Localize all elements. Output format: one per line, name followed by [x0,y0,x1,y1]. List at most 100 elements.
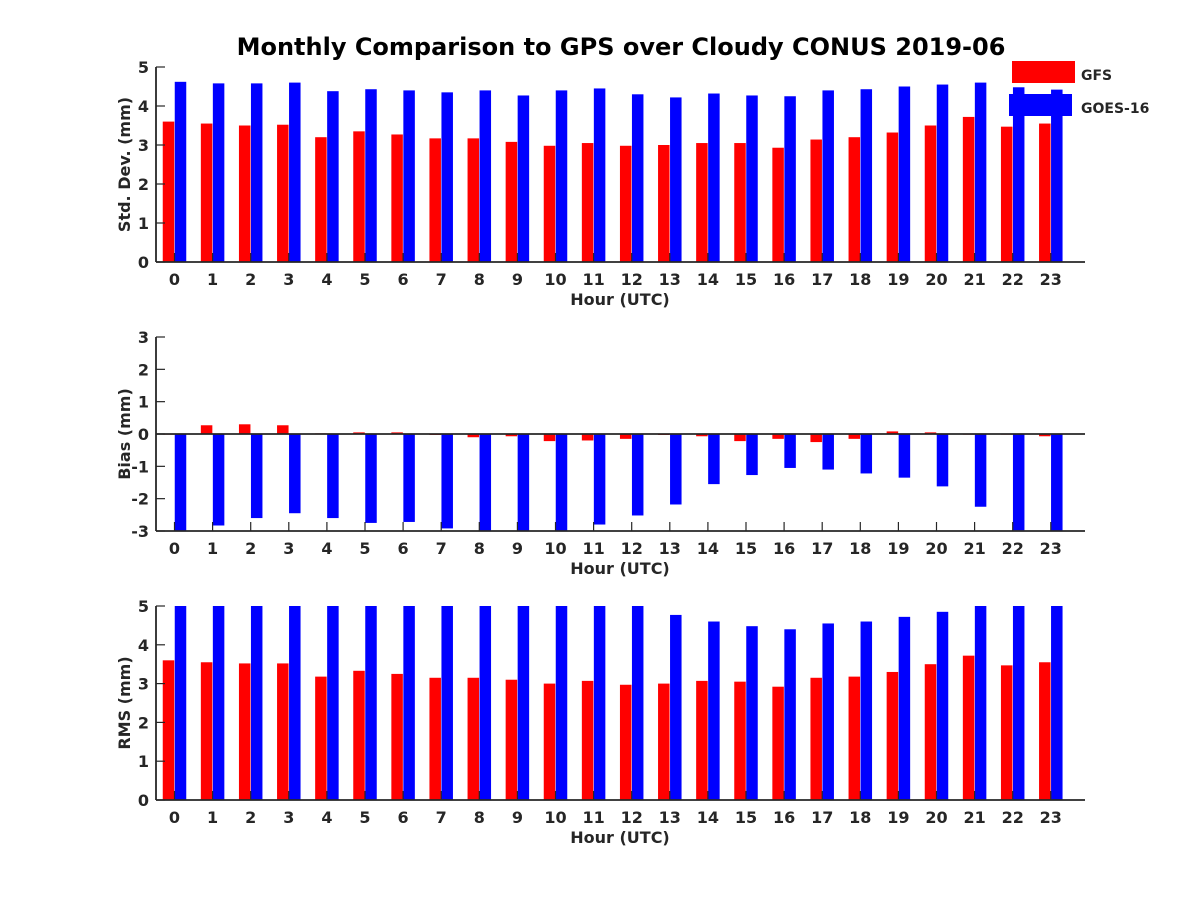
bar-goes-16-10 [555,90,568,263]
bar-goes-16-11 [593,88,606,262]
bar-goes-16-19 [898,434,911,478]
x-tick-label: 21 [963,270,985,289]
x-tick-label: 12 [621,808,643,827]
bar-goes-16-0 [174,434,187,531]
bar-gfs-17 [810,677,822,800]
legend: GFS GOES-16 [1009,61,1149,117]
x-tick-label: 17 [811,270,833,289]
x-tick-label: 1 [207,539,218,558]
bar-goes-16-19 [898,616,911,800]
x-tick-label: 10 [544,270,566,289]
legend-swatch-goes-16 [1009,94,1072,116]
bar-goes-16-8 [479,90,492,263]
bar-goes-16-20 [936,84,949,262]
bar-goes-16-6 [403,606,415,800]
bar-gfs-0 [162,121,175,262]
bar-goes-16-18 [860,621,873,800]
x-tick-label: 17 [811,539,833,558]
bar-gfs-11 [581,680,594,800]
bar-goes-16-21 [974,82,987,262]
y-tick-label: -1 [131,457,149,476]
bar-gfs-9 [505,679,518,800]
bar-gfs-17 [810,434,822,443]
bar-goes-16-12 [631,606,644,800]
x-tick-label: 4 [321,270,332,289]
bar-goes-16-0 [174,606,187,800]
x-tick-label: 16 [773,808,795,827]
bar-goes-16-15 [746,434,758,476]
legend-label: GFS [1081,68,1112,84]
bar-goes-16-2 [250,83,263,262]
bar-gfs-8 [467,434,480,438]
x-tick-label: 11 [582,808,604,827]
x-tick-label: 10 [544,808,566,827]
x-tick-label: 9 [512,808,523,827]
bar-goes-16-2 [250,606,263,800]
x-tick-label: 11 [582,270,604,289]
y-tick-label: 4 [138,97,149,116]
bar-goes-16-17 [822,623,834,800]
bar-gfs-18 [848,676,861,800]
bar-gfs-19 [886,431,899,434]
bar-gfs-20 [924,125,937,262]
y-tick-label: -3 [131,522,149,541]
x-tick-label: 22 [1002,808,1024,827]
bar-gfs-9 [505,434,518,437]
bar-goes-16-14 [708,434,720,485]
bar-gfs-17 [810,139,822,262]
bar-goes-16-14 [708,621,720,800]
x-tick-label: 18 [849,270,871,289]
bar-gfs-14 [696,143,708,262]
bar-goes-16-16 [784,96,796,262]
bar-goes-16-0 [174,81,187,262]
y-tick-label: 2 [138,360,149,379]
x-tick-label: 2 [245,539,256,558]
bar-gfs-1 [200,425,213,434]
bar-goes-16-18 [860,434,873,474]
bar-gfs-16 [772,686,784,800]
x-tick-label: 3 [283,270,294,289]
bar-gfs-10 [543,434,556,442]
x-axis-label: Hour (UTC) [570,290,670,309]
x-tick-label: 6 [398,270,409,289]
bar-goes-16-13 [670,434,682,505]
x-tick-label: 15 [735,808,757,827]
bar-goes-16-4 [327,91,339,263]
x-axis-label: Hour (UTC) [570,828,670,847]
x-tick-label: 23 [1040,808,1062,827]
y-tick-label: 3 [138,675,149,694]
bar-gfs-7 [429,677,441,800]
x-tick-label: 8 [474,270,485,289]
bar-gfs-0 [162,660,175,800]
legend-swatch-gfs [1012,61,1075,83]
x-tick-label: 20 [925,539,947,558]
bar-gfs-8 [467,677,480,800]
x-tick-label: 15 [735,539,757,558]
bar-gfs-2 [238,125,251,262]
x-tick-label: 7 [436,539,447,558]
bar-gfs-15 [734,681,746,800]
x-tick-label: 19 [887,270,909,289]
x-tick-label: 16 [773,539,795,558]
bar-goes-16-3 [289,606,301,800]
bar-gfs-8 [467,138,480,262]
bar-goes-16-17 [822,434,834,470]
bar-goes-16-9 [517,606,530,800]
bar-gfs-21 [962,116,975,262]
figure-title: Monthly Comparison to GPS over Cloudy CO… [237,33,1006,61]
bar-goes-16-23 [1051,89,1063,263]
y-tick-label: 2 [138,175,149,194]
bar-goes-16-12 [631,94,644,262]
x-tick-label: 16 [773,270,795,289]
bar-goes-16-9 [517,434,530,531]
x-tick-label: 4 [321,808,332,827]
bar-goes-16-6 [403,90,415,263]
bar-goes-16-12 [631,434,644,516]
bar-gfs-18 [848,137,861,262]
bar-gfs-16 [772,434,784,439]
bar-gfs-12 [619,145,632,262]
y-tick-label: -2 [131,490,149,509]
y-axis-label: Bias (mm) [115,388,134,480]
x-tick-label: 9 [512,270,523,289]
bar-gfs-19 [886,132,899,262]
